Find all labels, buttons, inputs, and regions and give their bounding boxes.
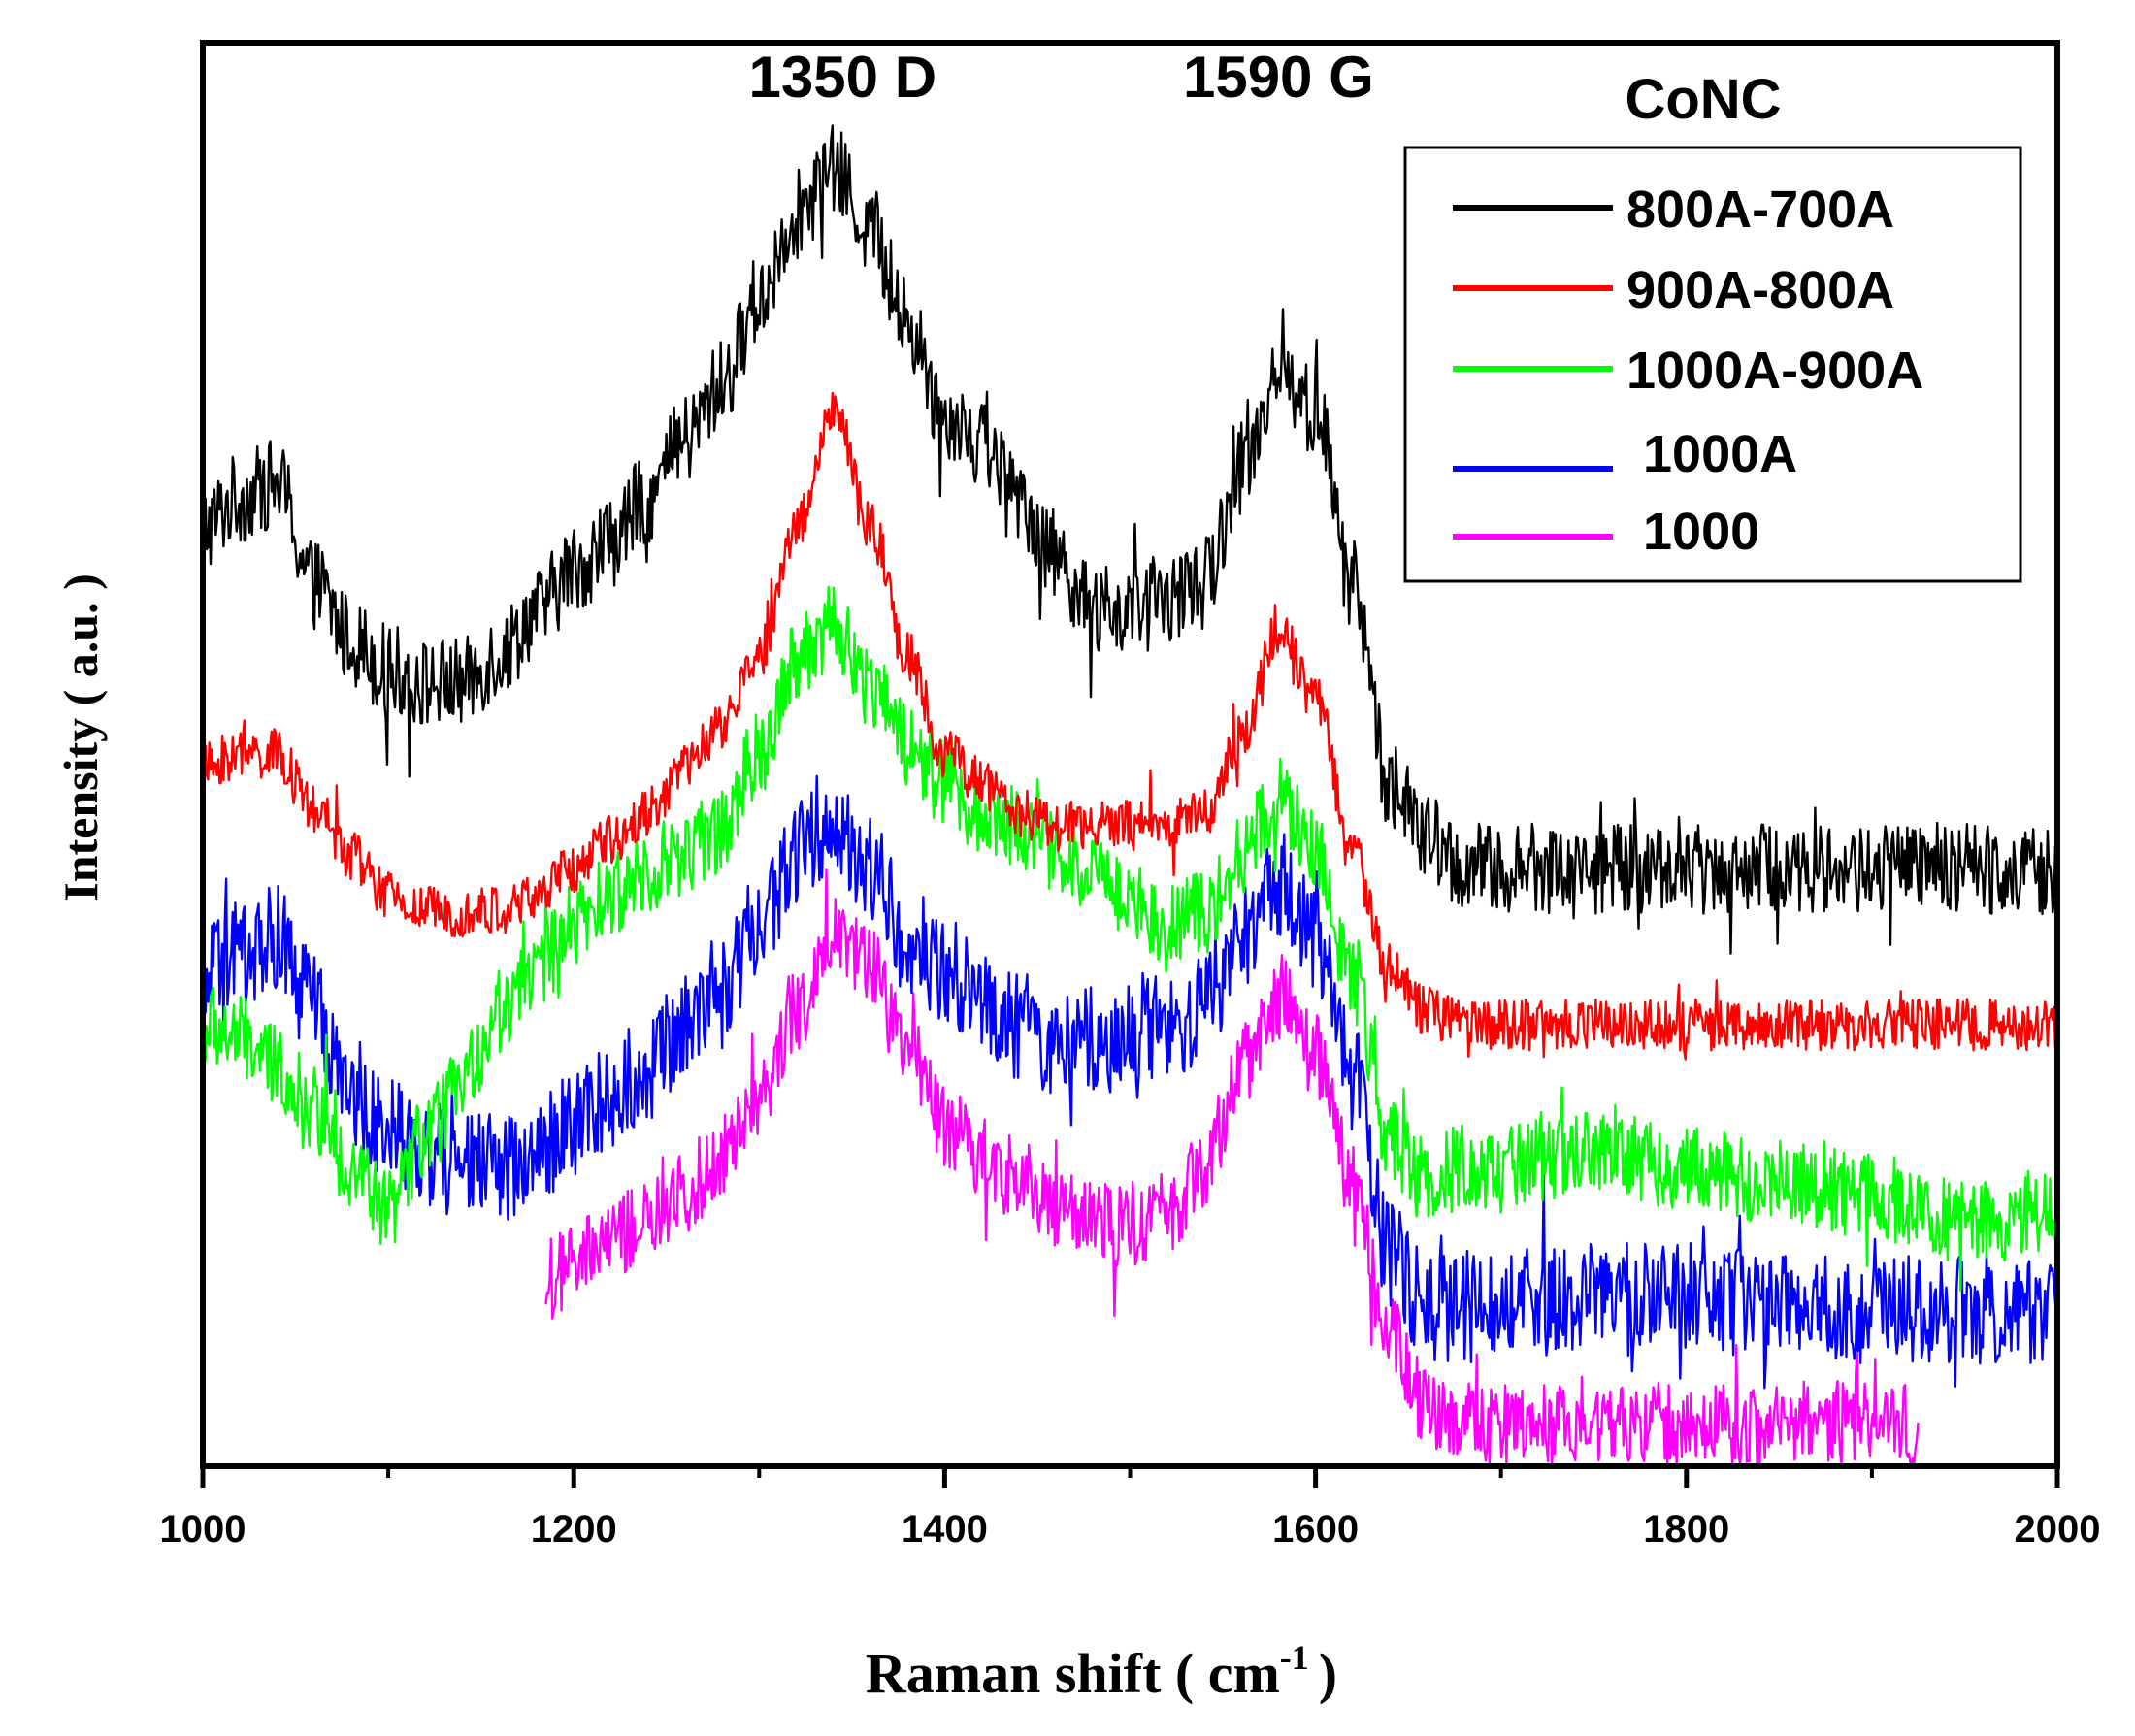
peak-label: 1590 G xyxy=(1183,45,1374,110)
legend-label: 800A-700A xyxy=(1626,180,1894,239)
x-tick-label: 1000 xyxy=(160,1508,246,1551)
legend-label: 900A-800A xyxy=(1626,261,1894,319)
x-axis-ticks: 1000 1200 1400 1600 1800 2000 xyxy=(160,1466,2101,1551)
legend-label: 1000 xyxy=(1643,503,1759,561)
series-line-900A-800A xyxy=(203,391,2057,1061)
series-line-800A-700A xyxy=(203,124,2057,955)
series-line-1000A xyxy=(203,774,2057,1390)
x-axis-label: Raman shift ( cm-1) xyxy=(866,1638,1337,1705)
x-tick-label: 1600 xyxy=(1272,1508,1359,1551)
x-axis-label-superscript: -1 xyxy=(1280,1638,1309,1677)
legend-label: 1000A-900A xyxy=(1626,342,1923,400)
peak-label: 1350 D xyxy=(749,45,936,110)
x-tick-label: 1400 xyxy=(902,1508,988,1551)
peak-annotations: 1350 D 1590 G xyxy=(749,45,1374,110)
x-tick-label: 1200 xyxy=(531,1508,617,1551)
legend-title: CoNC xyxy=(1625,68,1781,131)
legend-label: 1000A xyxy=(1643,425,1797,483)
x-tick-label: 1800 xyxy=(1643,1508,1729,1551)
legend-items: 800A-700A 900A-800A 1000A-900A 1000A 1000 xyxy=(1453,180,1923,561)
series-layer xyxy=(203,124,2057,1466)
y-axis-label: Intensity ( a.u. ) xyxy=(53,573,108,901)
legend-box xyxy=(1403,146,2022,583)
x-axis-label-close: ) xyxy=(1319,1642,1337,1705)
x-axis-label-main: Raman shift ( cm xyxy=(866,1642,1280,1705)
x-tick-label: 2000 xyxy=(2015,1508,2101,1551)
series-line-1000 xyxy=(544,868,1920,1466)
series-line-1000A-900A xyxy=(203,585,2057,1292)
